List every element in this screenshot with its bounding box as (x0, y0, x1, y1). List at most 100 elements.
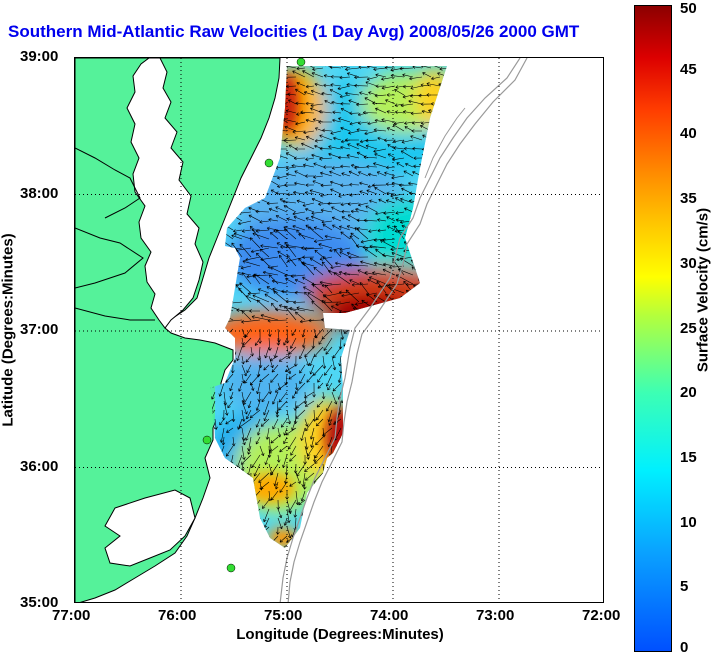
velocity-arrow (382, 427, 387, 439)
velocity-arrow (320, 193, 333, 198)
velocity-arrow (358, 445, 364, 460)
velocity-arrow (403, 146, 414, 151)
velocity-arrow (317, 373, 324, 383)
velocity-arrow (266, 286, 279, 294)
velocity-arrow (290, 274, 306, 278)
velocity-arrow (428, 526, 433, 536)
velocity-arrow (221, 436, 226, 446)
velocity-arrow (412, 337, 423, 347)
velocity-arrow (293, 190, 306, 195)
velocity-arrow (403, 346, 409, 358)
velocity-arrow (212, 274, 234, 278)
velocity-arrow (445, 355, 447, 367)
velocity-arrow (422, 217, 432, 222)
velocity-arrow (359, 181, 369, 186)
velocity-arrow (317, 382, 324, 389)
x-tick-label: 74:00 (370, 607, 409, 624)
velocity-arrow (324, 284, 333, 294)
velocity-arrow (327, 409, 333, 423)
velocity-arrow (327, 436, 333, 448)
velocity-arrow (383, 409, 387, 425)
velocity-arrow (396, 300, 405, 312)
velocity-arrow (270, 463, 279, 476)
velocity-arrow (311, 211, 324, 215)
velocity-arrow (302, 262, 315, 276)
velocity-arrow (210, 292, 225, 303)
velocity-arrow (439, 472, 443, 486)
velocity-arrow (332, 110, 342, 115)
velocity-arrow (213, 463, 218, 474)
velocity-arrow (376, 337, 382, 353)
velocity-arrow (354, 83, 369, 88)
velocity-arrow (378, 400, 387, 415)
velocity-arrow (419, 481, 424, 495)
velocity-arrow (241, 472, 247, 484)
velocity-arrow (311, 197, 324, 204)
velocity-arrow (371, 303, 387, 312)
velocity-arrow (305, 544, 315, 548)
velocity-arrow (324, 364, 333, 376)
velocity-arrow (226, 499, 234, 507)
velocity-arrow (410, 328, 423, 338)
velocity-arrow (330, 188, 342, 195)
velocity-arrow (305, 472, 315, 481)
velocity-arrow (274, 554, 278, 561)
velocity-arrow (328, 418, 333, 426)
velocity-arrow (318, 120, 332, 124)
velocity-arrow (396, 162, 405, 168)
velocity-arrow (307, 445, 315, 457)
velocity-arrow (389, 265, 405, 270)
velocity-arrow (420, 66, 432, 69)
velocity-arrow (372, 183, 387, 188)
velocity-arrow (381, 118, 396, 123)
river-2 (75, 227, 144, 289)
velocity-arrow (294, 382, 299, 391)
velocity-arrow (316, 409, 324, 421)
velocity-arrow (279, 535, 288, 543)
velocity-arrow (326, 400, 333, 412)
velocity-arrow (366, 76, 378, 81)
velocity-arrow (241, 229, 252, 233)
velocity-arrow (263, 400, 270, 416)
velocity-arrow (243, 391, 252, 405)
velocity-arrow (403, 481, 407, 491)
velocity-arrow (389, 436, 396, 448)
velocity-arrow (310, 107, 324, 114)
velocity-arrow (429, 337, 434, 346)
velocity-arrow (267, 130, 279, 135)
velocity-arrow (288, 499, 297, 513)
velocity-arrow (337, 373, 342, 383)
velocity-arrow (210, 490, 216, 500)
velocity-arrow (338, 225, 351, 231)
velocity-arrow (435, 337, 441, 349)
velocity-arrow (370, 499, 378, 512)
velocity-arrow (321, 317, 333, 322)
velocity-arrow (319, 146, 333, 151)
velocity-arrow (421, 147, 432, 152)
velocity-arrow (430, 102, 441, 106)
velocity-arrow (304, 463, 315, 472)
velocity-arrow (423, 300, 441, 312)
velocity-arrow (306, 373, 315, 383)
velocity-arrow (419, 201, 432, 206)
velocity-arrow (260, 244, 279, 249)
velocity-arrow (432, 463, 441, 470)
velocity-arrow (268, 146, 279, 151)
velocity-arrow (358, 454, 362, 463)
velocity-arrow (257, 288, 270, 294)
velocity-arrow (267, 318, 288, 323)
velocity-arrow (241, 535, 246, 548)
velocity-arrow (366, 164, 378, 169)
velocity-arrow (443, 436, 447, 449)
velocity-arrow (301, 328, 306, 338)
velocity-arrow (251, 544, 261, 548)
velocity-arrow (394, 110, 405, 114)
velocity-arrow (228, 544, 234, 548)
velocity-arrow (359, 190, 369, 195)
velocity-arrow (434, 508, 441, 516)
velocity-arrow (387, 144, 396, 150)
velocity-arrow (249, 409, 261, 419)
velocity-arrow (338, 355, 342, 367)
velocity-arrow (439, 67, 447, 71)
velocity-arrow (385, 199, 396, 204)
